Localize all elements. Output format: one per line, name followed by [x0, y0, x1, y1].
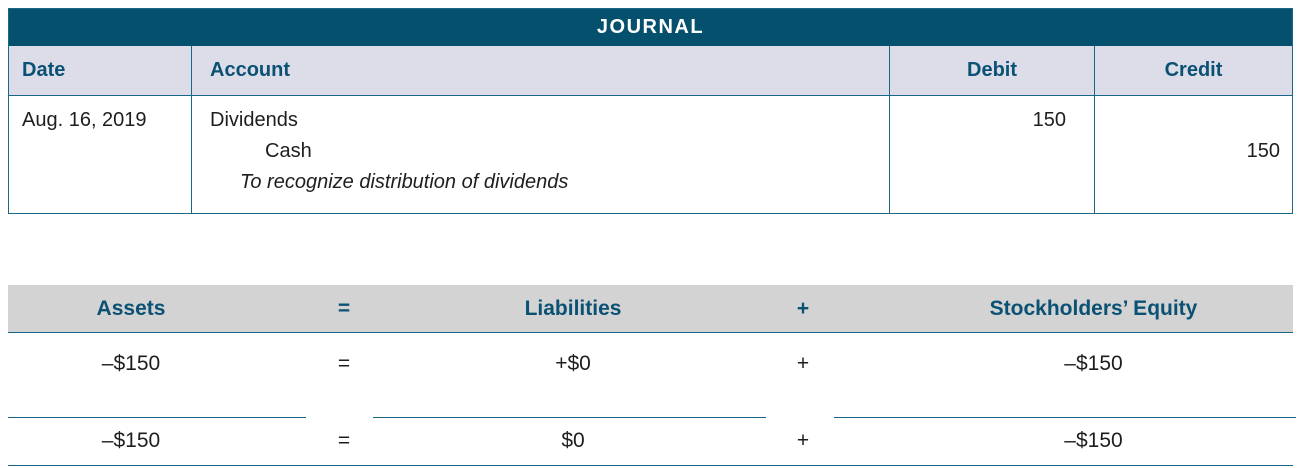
accounting-equation-table: Assets = Liabilities + Stockholders’ Equ… — [8, 285, 1296, 466]
entry-credited-account: Cash — [265, 140, 312, 162]
column-header-credit: Credit — [1094, 46, 1292, 96]
equity-change: –$150 — [1064, 352, 1123, 375]
journal-table: JOURNAL Date Account Debit Credit Aug. 1… — [8, 8, 1293, 214]
equity-total-rule — [834, 417, 1296, 418]
assets-total-rule — [8, 417, 306, 418]
equation-values-row: –$150 = +$0 + –$150 — [8, 333, 1293, 418]
equity-total: –$150 — [1064, 428, 1123, 452]
plus-sign: + — [796, 296, 810, 320]
equation-totals-row: –$150 = $0 + –$150 — [8, 418, 1293, 463]
entry-memo: To recognize distribution of dividends — [240, 171, 569, 193]
entry-credit-amount: 150 — [1094, 96, 1292, 213]
column-header-date: Date — [9, 46, 191, 96]
column-header-debit: Debit — [889, 46, 1094, 96]
liabilities-change: +$0 — [555, 352, 591, 375]
plus-sign: + — [796, 352, 810, 375]
plus-sign: + — [796, 428, 810, 452]
liabilities-total: $0 — [561, 428, 585, 452]
equals-sign: = — [337, 296, 351, 320]
entry-date: Aug. 16, 2019 — [22, 109, 147, 131]
equals-sign: = — [337, 352, 351, 375]
liabilities-total-rule — [373, 417, 766, 418]
equation-header-assets: Assets — [96, 296, 166, 320]
journal-grid: Date Account Debit Credit Aug. 16, 2019 … — [9, 46, 1292, 213]
assets-change: –$150 — [101, 352, 161, 375]
equation-header-liabilities: Liabilities — [524, 296, 622, 320]
entry-debited-account: Dividends — [210, 109, 298, 131]
equation-header-equity: Stockholders’ Equity — [989, 296, 1198, 320]
assets-total: –$150 — [101, 428, 161, 452]
entry-account-cell: Dividends Cash To recognize distribution… — [191, 96, 889, 213]
entry-debit-amount: 150 — [889, 96, 1094, 213]
column-header-account: Account — [191, 46, 889, 96]
equals-sign: = — [337, 428, 351, 452]
journal-title: JOURNAL — [9, 9, 1292, 46]
equation-header-row: Assets = Liabilities + Stockholders’ Equ… — [8, 285, 1293, 333]
